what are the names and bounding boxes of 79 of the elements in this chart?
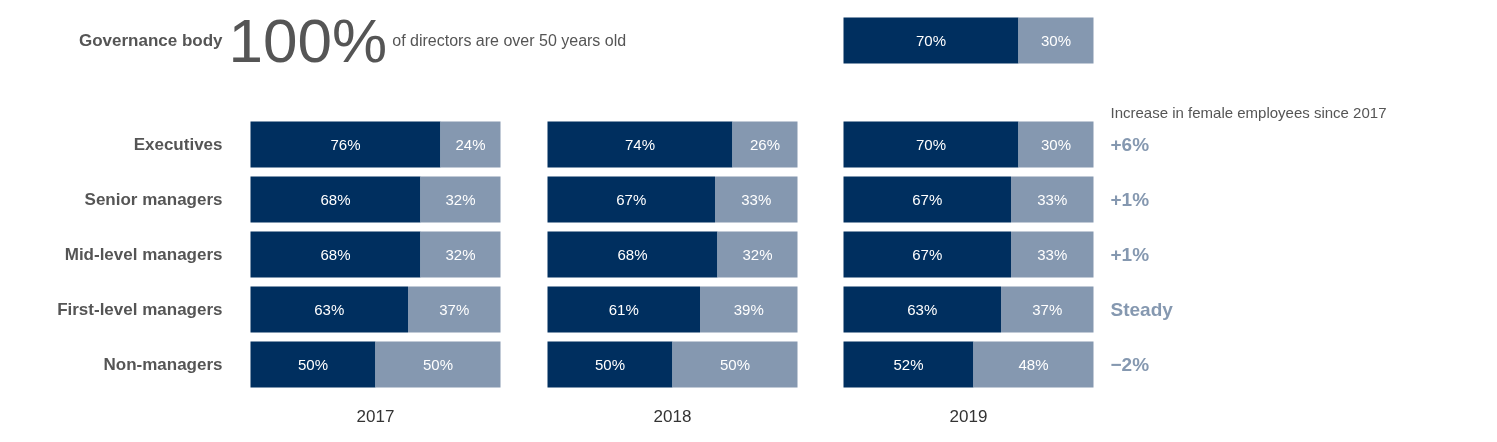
bar [420,176,501,223]
bar [715,176,798,223]
data-label: 61% [608,301,639,318]
data-label: 39% [733,301,764,318]
x-axis-title: 2017 [356,406,395,426]
annotation: 100% [228,6,388,75]
bar [408,286,501,333]
data-label: 30% [1040,32,1072,49]
data-label: 68% [617,246,648,263]
data-label: 37% [1032,301,1063,318]
bar [547,341,673,388]
bar [440,121,501,168]
data-label: 70% [915,32,947,49]
text: +1% [1110,244,1150,265]
annotation: of directors are over 50 years old [392,32,627,49]
bar [843,121,1019,168]
data-label: 50% [422,356,454,373]
bar [843,341,974,388]
y-tick-label: Executives [133,135,223,154]
bar [547,121,733,168]
x-axis-title: 2018 [653,406,692,426]
data-label: 63% [907,301,938,318]
text: −2% [1110,354,1150,375]
data-label: 52% [893,356,924,373]
bar [717,231,798,278]
bar [250,231,421,278]
data-label: 63% [314,301,345,318]
data-label: 74% [624,136,656,153]
bar [1011,231,1094,278]
data-label: 32% [445,246,476,263]
data-label: 26% [749,136,781,153]
bar [732,121,798,168]
bar [843,176,1011,223]
y-tick-label: Senior managers [84,190,223,209]
bar [843,286,1001,333]
data-label: 67% [912,246,943,263]
data-label: 50% [297,356,329,373]
data-label: 33% [741,191,772,208]
y-tick-label: Mid-level managers [64,245,223,264]
bar [973,341,1094,388]
data-label: 33% [1037,191,1068,208]
data-label: 33% [1037,246,1068,263]
text: +6% [1110,134,1150,155]
data-label: 37% [439,301,470,318]
data-label: 67% [616,191,647,208]
bar [547,231,718,278]
y-tick-label: Non-managers [103,355,223,374]
bar [250,286,408,333]
bar [547,286,700,333]
bar [672,341,798,388]
data-label: 32% [742,246,773,263]
text: Steady [1110,299,1174,320]
bar [250,176,421,223]
bar [547,176,715,223]
data-label: 50% [594,356,626,373]
text: +1% [1110,189,1150,210]
y-tick-label: Governance body [78,31,224,50]
data-label: 24% [455,136,486,153]
data-label: 30% [1040,136,1072,153]
x-axis-title: 2019 [949,406,988,426]
bar [1011,176,1094,223]
y-tick-label: First-level managers [57,300,223,319]
data-label: 48% [1018,356,1049,373]
bar [700,286,798,333]
bar [375,341,501,388]
bar [250,341,376,388]
data-label: 32% [445,191,476,208]
data-label: 67% [912,191,943,208]
bar [250,121,441,168]
text: Increase in female employees since 2017 [1110,104,1387,121]
bar [843,231,1011,278]
data-label: 68% [320,246,351,263]
data-label: 68% [320,191,351,208]
bar [1018,121,1094,168]
data-label: 70% [915,136,947,153]
bar [1001,286,1094,333]
data-label: 76% [330,136,361,153]
bar [420,231,501,278]
data-label: 50% [719,356,751,373]
